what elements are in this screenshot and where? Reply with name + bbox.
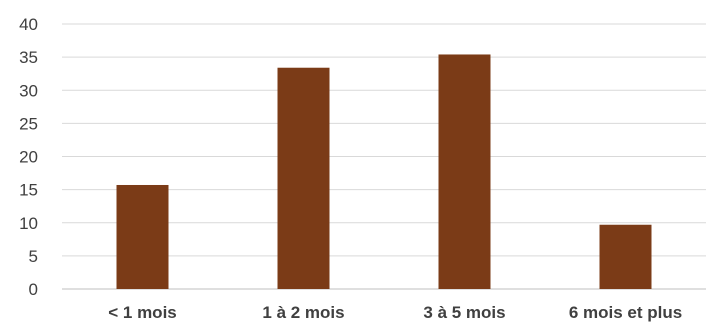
y-axis-ticks: 0 5 10 15 20 25 30 35 40 [19,15,38,299]
bar [277,67,330,289]
x-category-label: 3 à 5 mois [423,303,505,322]
x-category-label: 6 mois et plus [569,303,682,322]
x-axis-labels: < 1 mois 1 à 2 mois 3 à 5 mois 6 mois et pl… [108,303,682,322]
y-tick-label: 40 [19,15,38,34]
y-tick-label: 30 [19,81,38,100]
y-tick-label: 10 [19,214,38,233]
y-tick-label: 0 [29,280,38,299]
y-tick-label: 25 [19,114,38,133]
bar [438,54,491,289]
x-category-label: < 1 mois [108,303,177,322]
gridlines [62,23,706,290]
x-category-label: 1 à 2 mois [262,303,344,322]
y-tick-label: 35 [19,48,38,67]
y-tick-label: 15 [19,181,38,200]
y-tick-label: 20 [19,148,38,167]
y-tick-label: 5 [29,247,38,266]
bars [116,54,652,289]
bar [599,224,652,289]
bar [116,184,169,289]
